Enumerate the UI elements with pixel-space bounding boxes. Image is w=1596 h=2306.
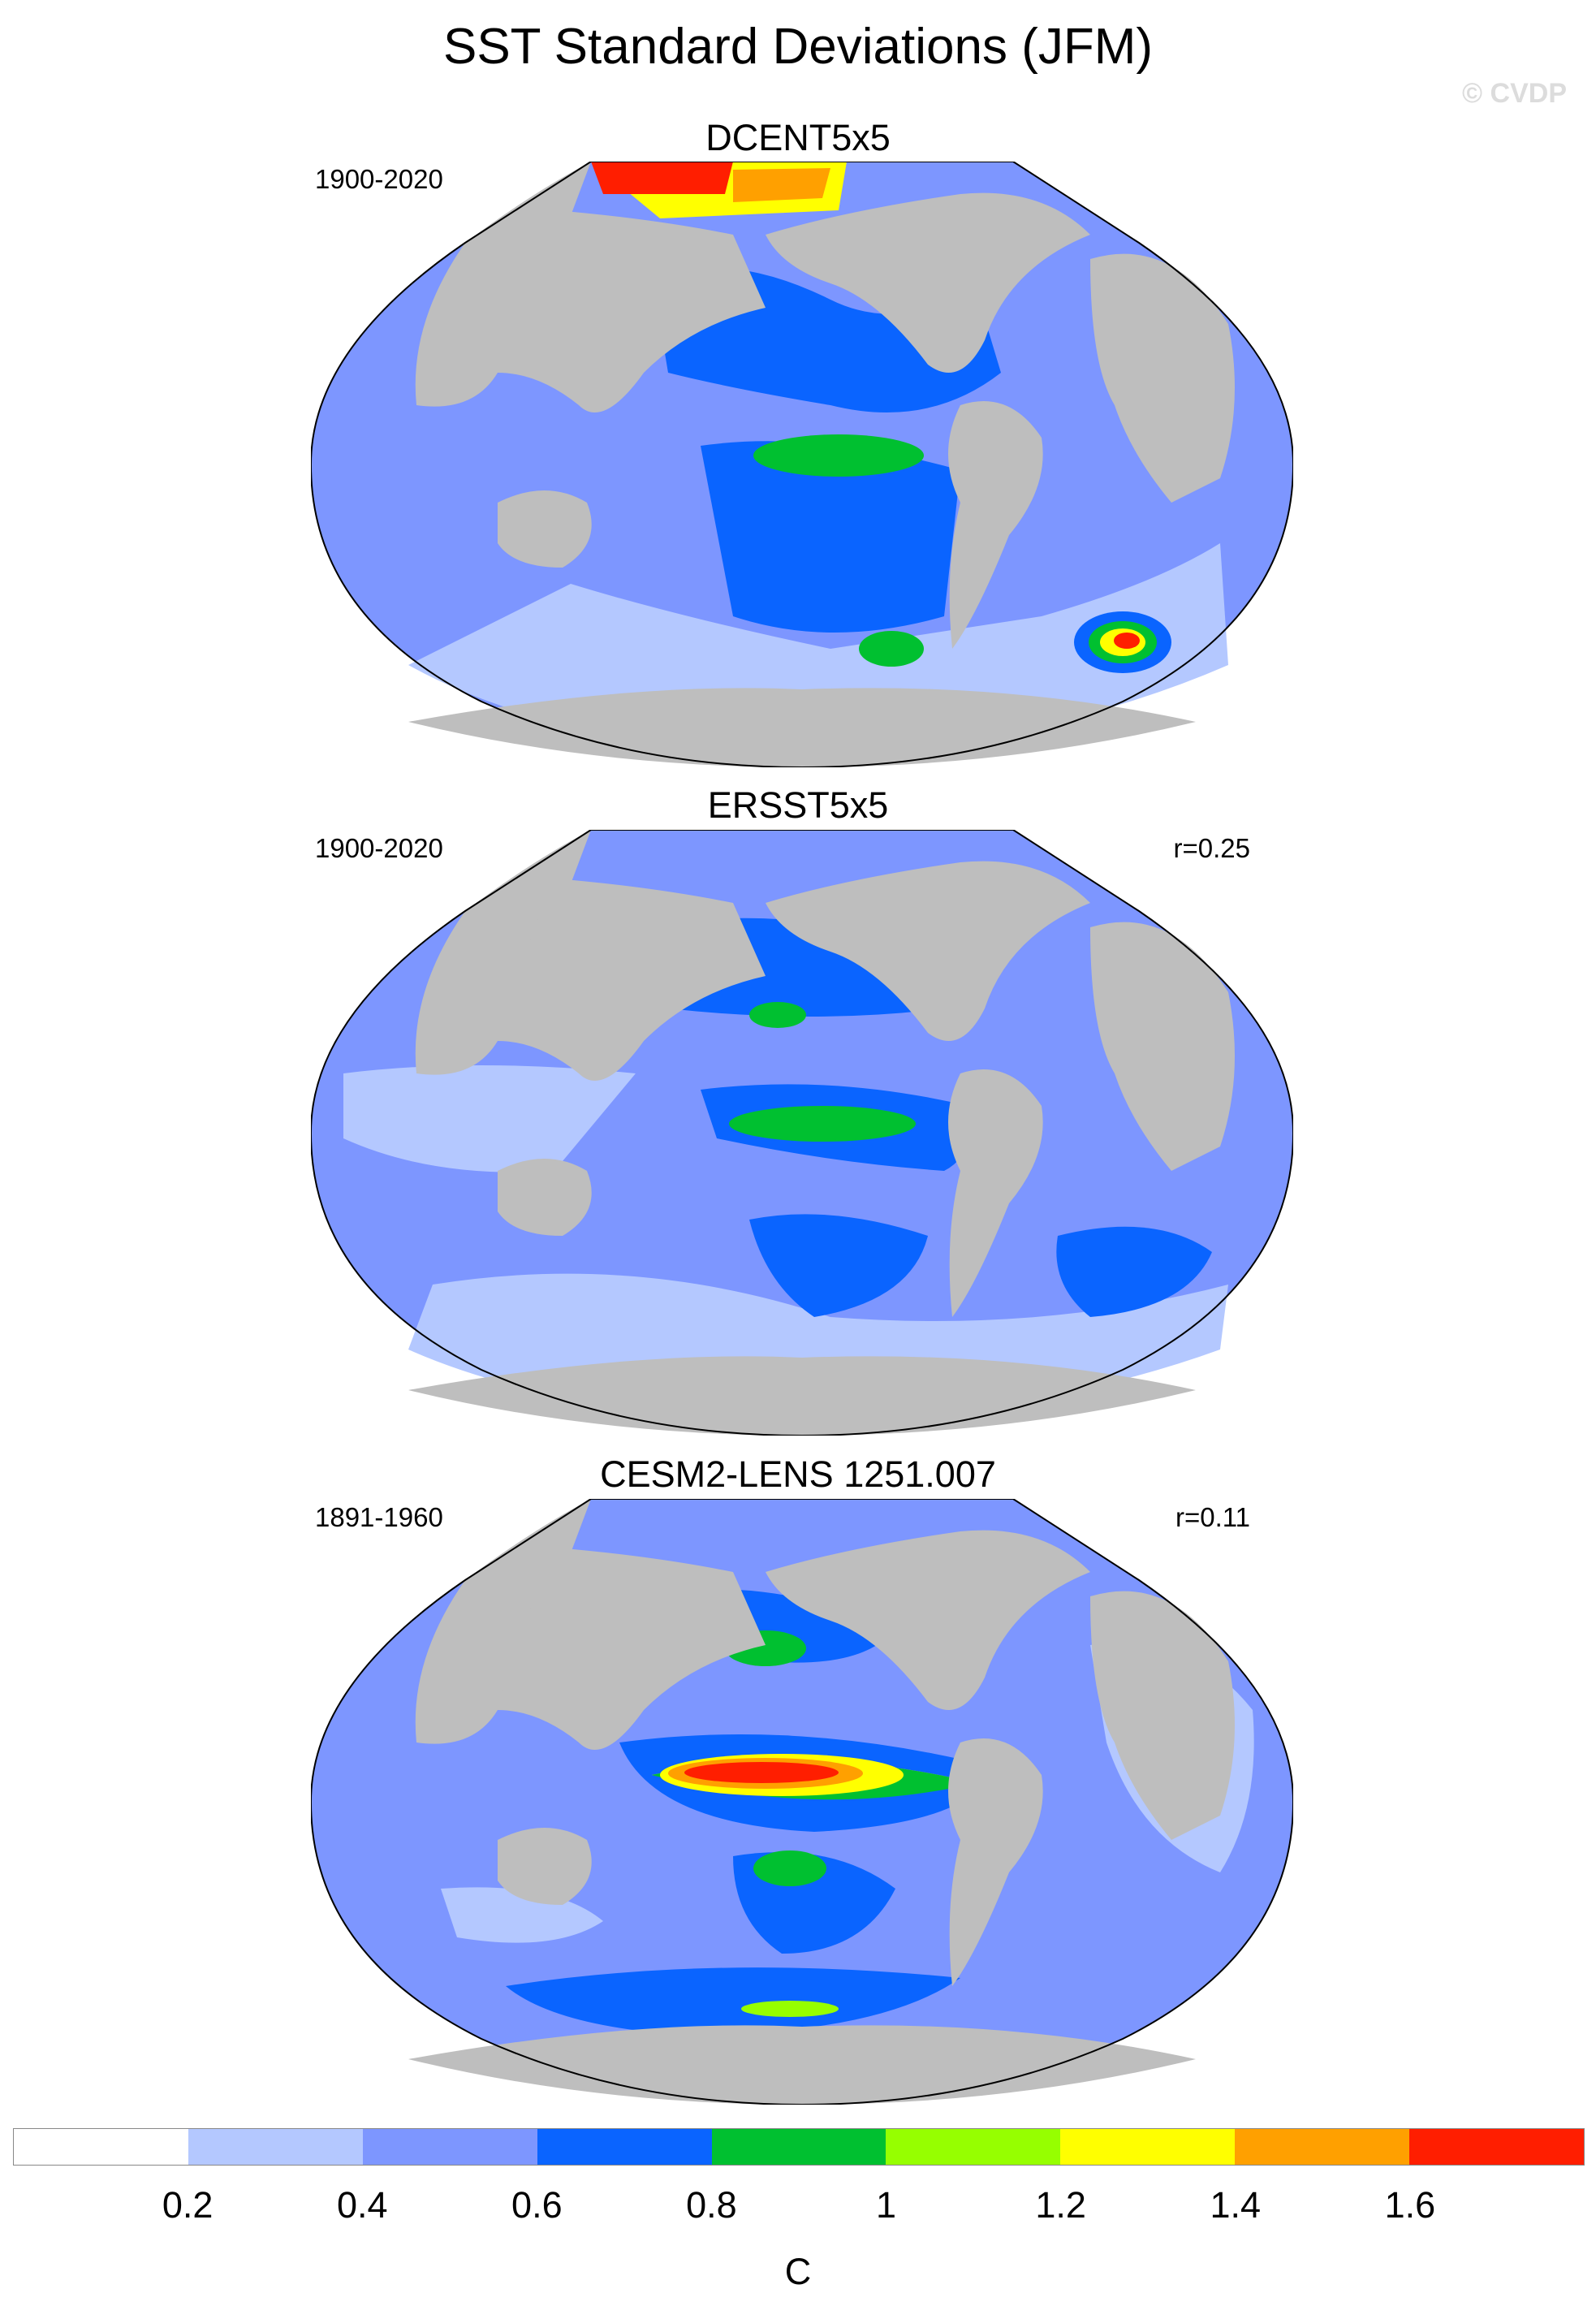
panel-title-1: DCENT5x5 bbox=[705, 117, 891, 158]
map-panel-1 bbox=[311, 162, 1293, 767]
panel-corr-3: r=0.11 bbox=[1175, 1502, 1250, 1532]
colorbar-tick-label: 0.8 bbox=[686, 2184, 737, 2226]
panel-period-2: 1900-2020 bbox=[315, 833, 443, 863]
colorbar-tick-label: 1.6 bbox=[1384, 2184, 1436, 2226]
figure-title: SST Standard Deviations (JFM) bbox=[442, 19, 1154, 75]
colorbar bbox=[13, 2128, 1585, 2166]
colorbar-swatch bbox=[14, 2129, 188, 2165]
colorbar-swatch bbox=[1060, 2129, 1236, 2165]
panel-corr-2: r=0.25 bbox=[1173, 833, 1251, 863]
colorbar-tick-label: 1.4 bbox=[1210, 2184, 1262, 2226]
colorbar-unit: C bbox=[784, 2251, 812, 2292]
colorbar-swatch bbox=[1409, 2129, 1585, 2165]
colorbar-tick-label: 1.2 bbox=[1035, 2184, 1086, 2226]
colorbar-swatch bbox=[886, 2129, 1061, 2165]
panel-title-2: ERSST5x5 bbox=[707, 784, 889, 826]
colorbar-swatch bbox=[362, 2129, 537, 2165]
colorbar-tick-label: 1 bbox=[876, 2184, 897, 2226]
colorbar-tick-label: 0.4 bbox=[336, 2184, 388, 2226]
panel-period-1: 1900-2020 bbox=[315, 164, 443, 194]
colorbar-swatch bbox=[1235, 2129, 1410, 2165]
panel-title-3: CESM2-LENS 1251.007 bbox=[600, 1453, 996, 1495]
colorbar-swatch bbox=[537, 2129, 712, 2165]
map-panel-3 bbox=[311, 1499, 1293, 2105]
colorbar-tick-label: 0.2 bbox=[162, 2184, 214, 2226]
watermark: © CVDP bbox=[1462, 78, 1567, 109]
colorbar-swatch bbox=[711, 2129, 886, 2165]
panel-period-3: 1891-1960 bbox=[315, 1502, 443, 1532]
colorbar-tick-label: 0.6 bbox=[511, 2184, 563, 2226]
colorbar-swatch bbox=[188, 2129, 363, 2165]
map-panel-2 bbox=[311, 830, 1293, 1436]
